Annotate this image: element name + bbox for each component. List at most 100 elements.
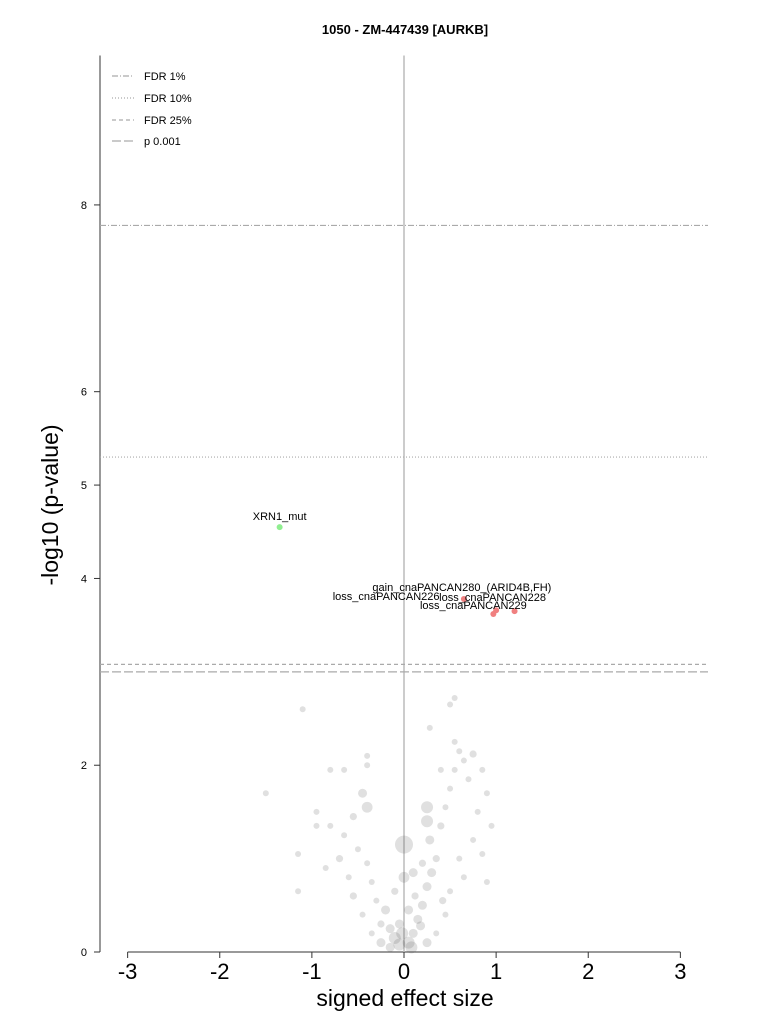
- data-point: [358, 788, 368, 798]
- data-point: [460, 874, 467, 881]
- highlighted-point: [511, 608, 518, 615]
- y-tick-label: 0: [81, 947, 87, 959]
- data-point: [433, 930, 440, 937]
- data-point: [427, 868, 437, 878]
- data-point: [421, 801, 434, 814]
- y-axis-label: -log10 (p-value): [37, 424, 63, 585]
- data-point: [442, 911, 449, 918]
- data-point: [413, 914, 423, 924]
- data-point: [295, 888, 302, 895]
- data-point: [426, 724, 433, 731]
- x-tick-label: 1: [490, 959, 502, 984]
- data-point: [439, 897, 447, 905]
- legend: FDR 1% FDR 10% FDR 25% p 0.001: [112, 71, 192, 148]
- data-point: [398, 871, 410, 883]
- data-point: [421, 815, 434, 828]
- data-point: [391, 887, 399, 895]
- data-point: [465, 776, 472, 783]
- data-point: [469, 750, 477, 758]
- data-point: [425, 835, 435, 845]
- data-point: [327, 822, 334, 829]
- data-point: [405, 941, 418, 954]
- legend-label-fdr10: FDR 10%: [144, 93, 192, 105]
- data-point: [395, 835, 413, 854]
- x-tick-label: -3: [118, 959, 138, 984]
- data-point: [368, 878, 375, 885]
- data-point: [313, 822, 320, 829]
- data-point: [442, 804, 449, 811]
- data-point: [418, 859, 427, 867]
- data-point: [460, 757, 467, 764]
- data-point: [341, 766, 348, 773]
- data-point: [359, 911, 366, 918]
- x-tick-label: 0: [398, 959, 410, 984]
- data-point: [416, 921, 426, 931]
- data-point: [417, 900, 427, 910]
- data-point: [377, 920, 385, 928]
- legend-label-fdr1: FDR 1%: [144, 71, 186, 83]
- x-tick-label: -1: [302, 959, 322, 984]
- data-point: [364, 860, 371, 867]
- data-point: [451, 766, 458, 773]
- data-point: [451, 694, 458, 701]
- data-point: [488, 822, 495, 829]
- data-point: [322, 864, 329, 871]
- data-point: [368, 930, 375, 937]
- data-point: [364, 752, 371, 759]
- point-label: loss_cnaPANCAN229: [420, 600, 527, 612]
- data-point: [456, 748, 463, 755]
- x-tick-label: 3: [674, 959, 686, 984]
- data-point: [408, 868, 418, 878]
- legend-label-fdr25: FDR 25%: [144, 115, 192, 127]
- data-point: [474, 808, 481, 815]
- point-label: loss_cnaPANCAN228: [439, 592, 546, 604]
- data-point: [364, 762, 371, 769]
- x-tick-label: 2: [582, 959, 594, 984]
- data-point: [376, 938, 386, 948]
- data-point: [295, 850, 302, 857]
- chart-title: 1050 - ZM-447439 [AURKB]: [322, 22, 488, 37]
- data-point: [483, 790, 490, 797]
- data-point: [299, 706, 306, 713]
- data-point: [404, 905, 414, 915]
- highlighted-point: [490, 610, 497, 617]
- data-point: [396, 927, 409, 940]
- y-tick-label: 6: [81, 387, 87, 399]
- data-point: [313, 808, 320, 815]
- data-point: [361, 801, 373, 813]
- point-label: gain_cnaPANCAN280_(ARID4B,FH): [372, 582, 551, 594]
- data-point: [349, 812, 357, 821]
- point-label: XRN1_mut: [253, 511, 307, 523]
- data-point: [341, 832, 348, 839]
- point-label: loss_cnaPANCAN226: [333, 591, 440, 603]
- y-tick-label: 8: [81, 200, 87, 212]
- data-point: [422, 882, 432, 892]
- data-point: [432, 855, 440, 863]
- data-point: [479, 766, 486, 773]
- data-point: [447, 701, 454, 708]
- x-tick-label: -2: [210, 959, 230, 984]
- data-point: [451, 738, 458, 745]
- data-point: [381, 905, 391, 915]
- data-point: [394, 919, 404, 929]
- legend-label-p0001: p 0.001: [144, 136, 181, 148]
- highlighted-point: [460, 596, 467, 603]
- data-point: [354, 846, 361, 853]
- data-point: [327, 766, 334, 773]
- data-point: [373, 897, 380, 904]
- data-point: [437, 822, 445, 830]
- plot-area: -3 -2 -1 0 1 2 3 0 2 4 5 6 8 XRN1_mut gain_cnaPANCAN28…: [81, 55, 708, 984]
- y-tick-label: 4: [81, 573, 87, 585]
- data-point: [479, 850, 486, 857]
- data-point: [388, 931, 401, 944]
- data-point: [385, 942, 395, 952]
- data-point: [456, 855, 463, 862]
- data-point: [262, 790, 269, 797]
- data-point: [422, 938, 432, 948]
- data-point: [411, 892, 419, 900]
- highlighted-point: [276, 524, 283, 531]
- x-axis-label: signed effect size: [316, 985, 493, 1011]
- y-tick-label: 5: [81, 480, 87, 492]
- data-point: [470, 836, 477, 843]
